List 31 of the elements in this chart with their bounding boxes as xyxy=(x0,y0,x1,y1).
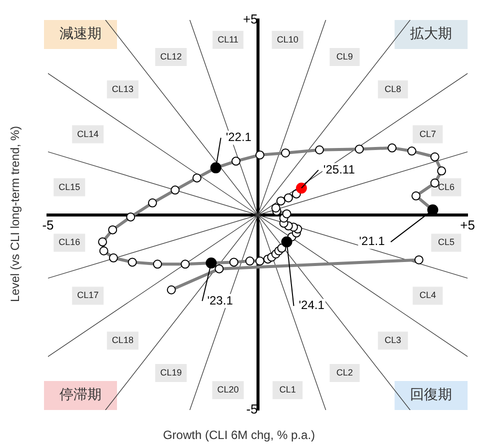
annotation: CL1 xyxy=(279,384,296,395)
annotation: CL9 xyxy=(336,52,353,62)
annotation: '24.1 xyxy=(298,298,325,312)
annotation: '25.11 xyxy=(323,162,356,176)
annotation: CL2 xyxy=(336,367,353,378)
annotation: '22.1 xyxy=(226,130,252,144)
annotation: CL19 xyxy=(160,367,182,378)
annotation: CL15 xyxy=(58,182,80,192)
annotation: CL8 xyxy=(384,84,402,94)
x-axis-title: Growth (CLI 6M chg, % p.a.) xyxy=(162,428,316,442)
annotation: CL16 xyxy=(58,237,80,248)
annotation: CL7 xyxy=(419,128,436,139)
annotation: CL20 xyxy=(217,384,239,395)
annotation: CL3 xyxy=(384,335,402,346)
annotation: CL11 xyxy=(218,34,238,44)
annotation: CL12 xyxy=(160,52,182,62)
annotation: CL13 xyxy=(112,84,134,94)
annotation: 回復期 xyxy=(410,387,452,404)
annotation: CL14 xyxy=(77,128,99,139)
annotation: CL17 xyxy=(77,290,99,300)
annotation: CL5 xyxy=(438,237,454,248)
annotation: CL4 xyxy=(419,290,436,300)
annotation: CL6 xyxy=(438,182,454,192)
annotation: '21.1 xyxy=(359,234,386,248)
annotation: CL18 xyxy=(112,335,134,346)
annotation: '23.1 xyxy=(207,293,234,308)
annotation: 拡大期 xyxy=(410,26,452,42)
annotation: 停滞期 xyxy=(60,387,102,404)
annotation: CL10 xyxy=(276,34,298,44)
y-axis-title: Level (vs CLI long-term trend, %) xyxy=(8,126,22,302)
annotation: 減速期 xyxy=(60,26,102,42)
